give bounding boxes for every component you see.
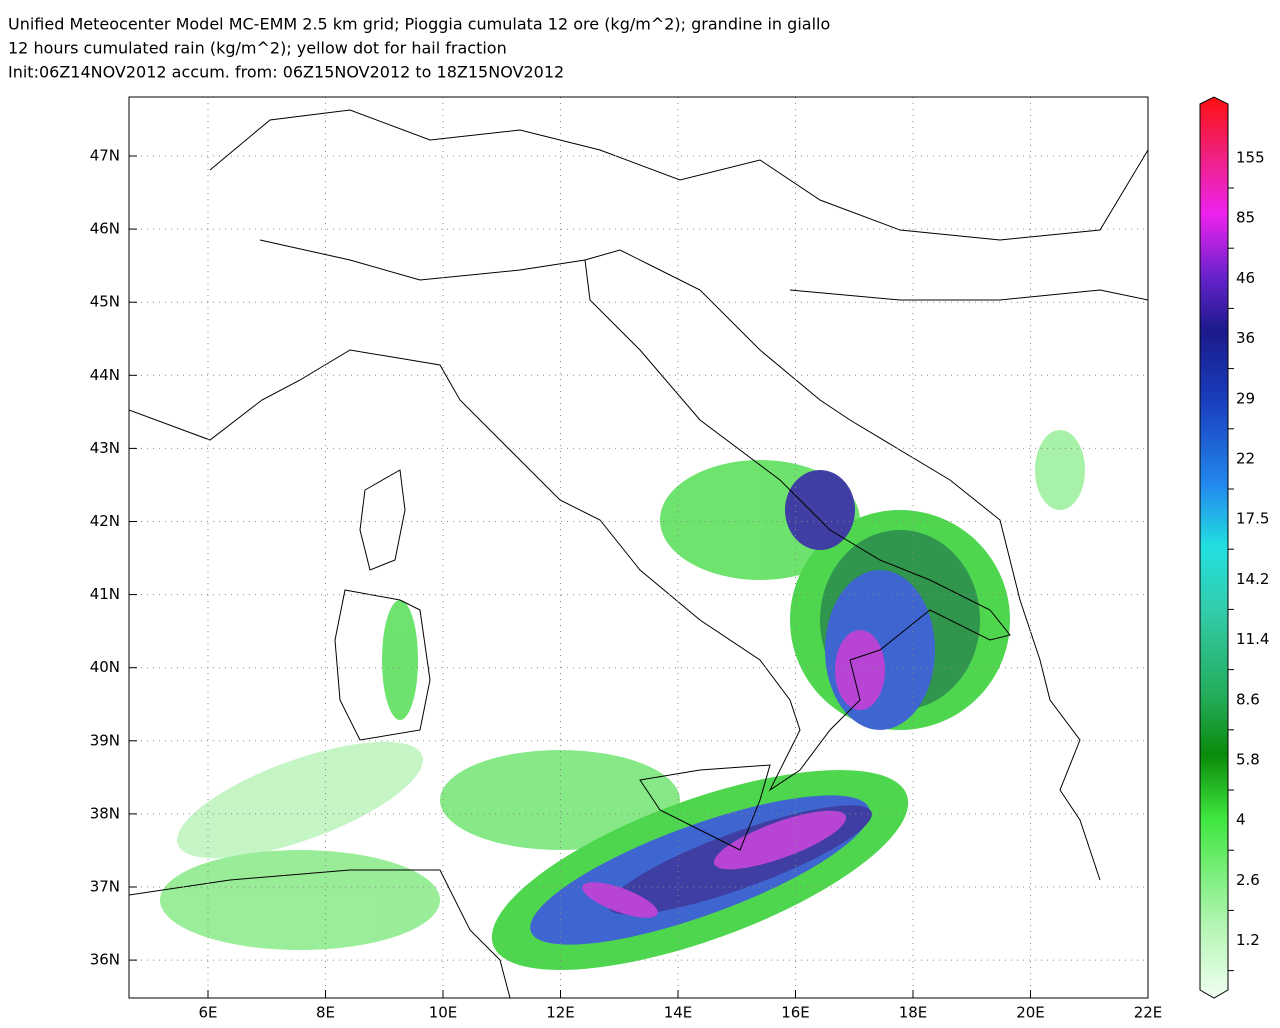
lon-tick-label: 20E [1016,1004,1045,1022]
lat-tick-label: 42N [90,512,120,530]
lon-tick-label: 18E [899,1004,928,1022]
lon-tick-label: 10E [429,1004,458,1022]
lat-tick-label: 45N [90,293,120,311]
title-line: Init:06Z14NOV2012 accum. from: 06Z15NOV2… [8,63,564,82]
colorbar-label: 4 [1236,811,1246,829]
lon-tick-label: 12E [546,1004,575,1022]
lon-tick-label: 8E [316,1004,335,1022]
colorbar-label: 46 [1236,269,1255,287]
colorbar-label: 2.6 [1236,871,1260,889]
colorbar-label: 14.2 [1236,570,1269,588]
colorbar-label: 22 [1236,450,1255,468]
lat-tick-label: 39N [90,731,120,749]
colorbar-label: 29 [1236,389,1255,407]
lon-tick-label: 16E [781,1004,810,1022]
lon-tick-label: 22E [1134,1004,1163,1022]
lon-tick-label: 6E [198,1004,217,1022]
map-frame [128,96,1149,999]
colorbar-label: 8.6 [1236,690,1260,708]
rain-field [160,430,1085,970]
colorbar-label: 85 [1236,209,1255,227]
lat-tick-label: 37N [90,878,120,896]
colorbar-label: 1.2 [1236,931,1260,949]
coastlines [129,109,1148,998]
lat-tick-label: 38N [90,804,120,822]
map-area [129,97,1148,998]
title-line: 12 hours cumulated rain (kg/m^2); yellow… [8,39,507,58]
lat-tick-label: 41N [90,585,120,603]
colorbar-label: 17.5 [1236,510,1269,528]
colorbar [1199,96,1229,999]
lat-tick-label: 44N [90,366,120,384]
colorbar-label: 11.4 [1236,630,1269,648]
lon-tick-label: 14E [664,1004,693,1022]
lat-tick-label: 40N [90,658,120,676]
colorbar-label: 155 [1236,149,1265,167]
lat-tick-label: 47N [90,147,120,165]
lat-tick-label: 43N [90,439,120,457]
colorbar-label: 36 [1236,329,1255,347]
colorbar-label: 5.8 [1236,751,1260,769]
title-line: Unified Meteocenter Model MC-EMM 2.5 km … [8,15,830,34]
lat-tick-label: 46N [90,220,120,238]
lat-tick-label: 36N [90,951,120,969]
